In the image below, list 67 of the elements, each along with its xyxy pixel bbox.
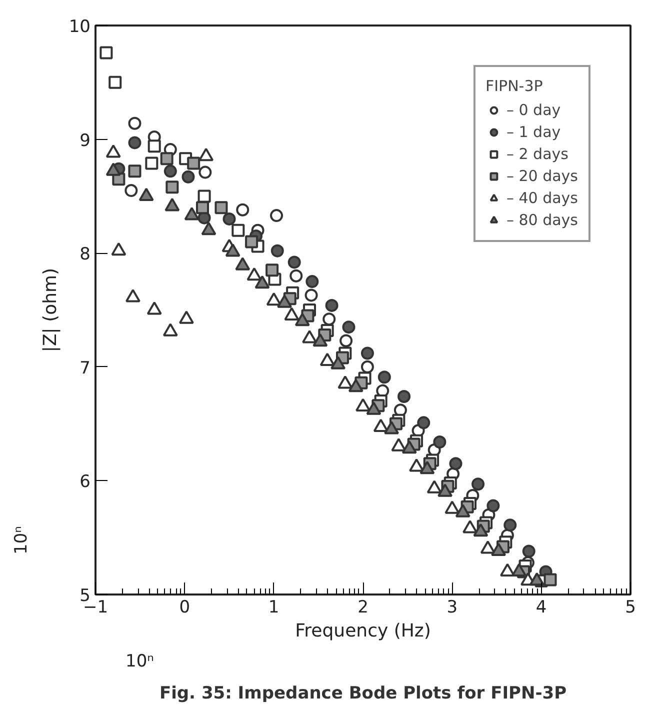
point — [504, 518, 517, 532]
point — [340, 334, 353, 348]
x-tick-label: 2 — [358, 598, 368, 618]
point — [266, 264, 279, 277]
point — [398, 390, 411, 403]
point — [128, 136, 142, 150]
y-tick-label: 7 — [80, 358, 91, 378]
point — [360, 360, 374, 374]
x-tick-label: 3 — [446, 598, 458, 618]
point — [290, 269, 303, 282]
point — [182, 170, 195, 184]
point — [245, 235, 258, 248]
x-axis-title: Frequency (Hz) — [295, 620, 431, 642]
text: 10ⁿ — [12, 526, 32, 554]
point — [160, 152, 174, 166]
x-tick-label: 0 — [179, 598, 190, 618]
point — [198, 190, 211, 203]
point — [544, 573, 557, 586]
text: 10ⁿ — [126, 652, 154, 672]
legend-label: – 1 day — [506, 123, 561, 141]
point — [306, 275, 319, 288]
point — [166, 180, 179, 194]
legend-label: – 2 days — [506, 145, 568, 163]
point — [145, 156, 158, 170]
point — [417, 416, 430, 430]
point — [232, 224, 245, 237]
point — [322, 312, 336, 326]
point — [342, 320, 356, 334]
point — [449, 457, 462, 470]
point — [148, 140, 161, 153]
point — [486, 499, 500, 512]
point — [472, 478, 485, 491]
text: Fig. 35: Impedance Bode Plots for FIPN-3P — [159, 684, 567, 704]
point — [433, 436, 446, 448]
point — [164, 164, 177, 178]
point — [304, 288, 318, 302]
legend-label: – 20 days — [506, 167, 578, 185]
x-tick-label: 4 — [536, 598, 547, 618]
x-tick-label: 1 — [268, 598, 280, 618]
point — [236, 203, 250, 216]
point — [360, 346, 374, 360]
legend-title: FIPN-3P — [485, 77, 544, 95]
point — [187, 156, 200, 170]
point — [222, 212, 236, 226]
point — [128, 164, 142, 178]
legend-label: – 0 day — [506, 101, 561, 119]
point — [108, 76, 122, 89]
point — [378, 370, 391, 384]
point — [288, 256, 301, 269]
point — [124, 184, 138, 197]
legend-label: – 40 days — [506, 189, 578, 207]
point — [270, 209, 284, 222]
point — [214, 201, 228, 214]
y-tick-label: 9 — [80, 130, 91, 151]
point — [100, 46, 113, 60]
point — [198, 166, 212, 179]
point — [128, 116, 142, 130]
point — [270, 244, 284, 258]
x-tick-label: 5 — [625, 598, 636, 618]
legend-label: – 80 days — [506, 211, 578, 229]
point — [325, 298, 338, 312]
point — [196, 201, 209, 214]
point — [522, 544, 536, 558]
y-tick-label: 8 — [80, 244, 91, 265]
y-tick-label: 6 — [80, 472, 91, 492]
y-tick-label: 10 — [68, 17, 91, 37]
y-axis-title: |Z| (ohm) — [40, 268, 61, 352]
